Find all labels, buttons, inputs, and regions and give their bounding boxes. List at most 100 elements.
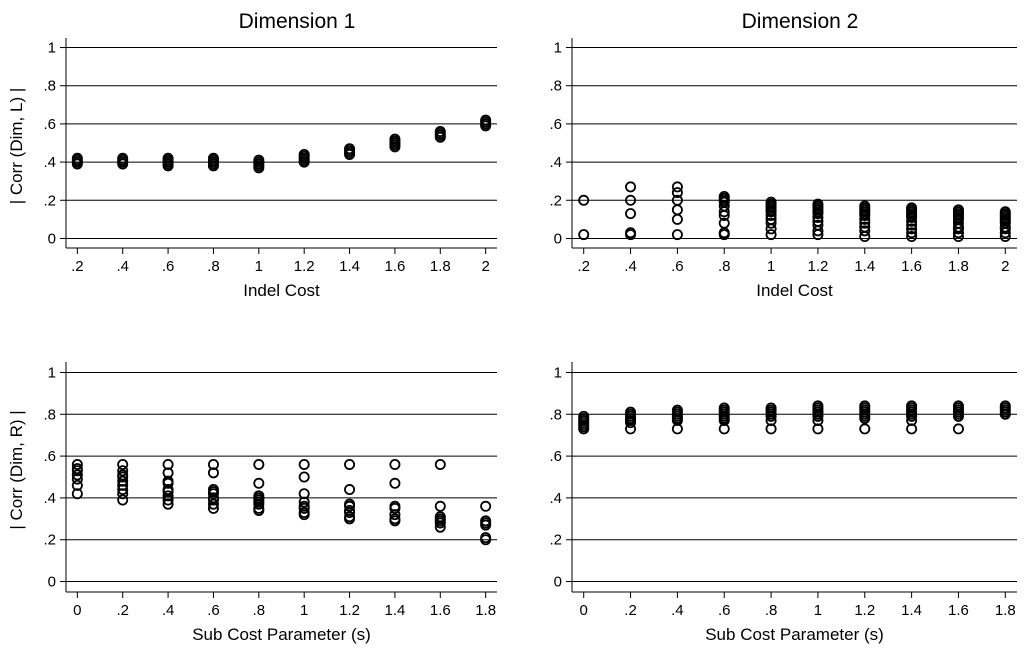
- data-point: [389, 477, 401, 489]
- data-point: [578, 229, 590, 241]
- data-point: [625, 406, 637, 418]
- data-point: [999, 206, 1011, 218]
- data-point: [952, 204, 964, 216]
- data-point: [253, 477, 265, 489]
- column-title-dimension-2: Dimension 2: [742, 10, 859, 33]
- data-point: [117, 152, 129, 164]
- data-point: [906, 223, 918, 235]
- data-point: [298, 458, 310, 470]
- x-tick-label: .6: [671, 258, 684, 275]
- data-point: [906, 400, 918, 412]
- data-point: [906, 227, 918, 239]
- y-tick-label: .4: [549, 490, 562, 507]
- x-tick-label: .8: [718, 258, 731, 275]
- data-point: [117, 494, 129, 506]
- x-tick-label: 1.4: [854, 258, 875, 275]
- y-tick-label: .4: [549, 154, 562, 171]
- x-tick-label: 1.6: [430, 602, 451, 619]
- data-point: [434, 511, 446, 523]
- data-point: [253, 490, 265, 502]
- column-title-dimension-1: Dimension 1: [239, 10, 356, 33]
- data-point: [344, 458, 356, 470]
- x-tick-label: .4: [671, 602, 684, 619]
- x-tick-label: .4: [116, 258, 129, 275]
- data-point: [952, 423, 964, 435]
- data-point: [434, 458, 446, 470]
- data-point: [671, 404, 683, 416]
- data-point: [625, 208, 637, 220]
- data-point: [812, 219, 824, 231]
- data-point: [344, 498, 356, 510]
- x-tick-label: .2: [116, 602, 129, 619]
- x-tick-label: 0: [73, 602, 81, 619]
- data-point: [859, 400, 871, 412]
- y-tick-label: .4: [43, 490, 56, 507]
- data-point: [812, 400, 824, 412]
- data-point: [207, 484, 219, 496]
- x-tick-label: 1.2: [807, 258, 828, 275]
- data-point: [298, 471, 310, 483]
- x-tick-label: 1: [814, 602, 822, 619]
- data-point: [671, 204, 683, 216]
- row-ylabel-top: | Corr (Dim, L) |: [7, 88, 26, 205]
- data-point: [298, 488, 310, 500]
- data-point: [625, 181, 637, 193]
- panel-3: 0 .2 .4 .6 .8 1 0 .2 .4 .6 .8 1 1.2 1.4 1.6 1.8 Sub Cost…: [43, 362, 497, 644]
- x-tick-label: 2: [1001, 258, 1009, 275]
- x-axis-title: Indel Cost: [243, 281, 320, 300]
- y-tick-label: 1: [48, 364, 56, 381]
- y-tick-label: .8: [43, 406, 56, 423]
- data-point: [671, 194, 683, 206]
- y-tick-label: 0: [48, 230, 56, 247]
- data-point: [671, 229, 683, 241]
- data-point: [671, 213, 683, 225]
- y-tick-label: .2: [549, 192, 562, 209]
- data-point: [117, 465, 129, 477]
- data-point: [162, 490, 174, 502]
- y-tick-label: .6: [43, 116, 56, 133]
- y-tick-label: .6: [549, 116, 562, 133]
- y-tick-label: .8: [43, 78, 56, 95]
- y-tick-label: .8: [549, 406, 562, 423]
- x-tick-label: 1: [300, 602, 308, 619]
- x-tick-label: 1.4: [339, 258, 360, 275]
- data-point: [480, 532, 492, 544]
- data-point: [389, 458, 401, 470]
- x-tick-label: .4: [162, 602, 175, 619]
- data-point: [578, 410, 590, 422]
- data-point: [162, 458, 174, 470]
- data-point: [298, 148, 310, 160]
- x-tick-label: .2: [577, 258, 590, 275]
- data-point: [906, 231, 918, 243]
- data-point: [812, 198, 824, 210]
- data-point: [765, 196, 777, 208]
- data-point: [434, 126, 446, 138]
- data-point: [859, 200, 871, 212]
- data-point: [671, 187, 683, 199]
- row-ylabel-bottom: | Corr (Dim, R) |: [7, 410, 26, 529]
- data-point: [859, 225, 871, 237]
- x-tick-label: 1.8: [995, 602, 1016, 619]
- data-point: [765, 402, 777, 414]
- x-tick-label: .6: [162, 258, 175, 275]
- y-tick-label: 0: [554, 230, 562, 247]
- x-tick-label: .8: [765, 602, 778, 619]
- data-point: [859, 423, 871, 435]
- x-tick-label: 1.4: [901, 602, 922, 619]
- x-tick-label: 1.6: [384, 258, 405, 275]
- x-tick-label: 1.2: [339, 602, 360, 619]
- data-point: [765, 229, 777, 241]
- y-tick-label: .4: [43, 154, 56, 171]
- data-point: [298, 507, 310, 519]
- x-tick-label: 1: [255, 258, 263, 275]
- data-point: [389, 133, 401, 145]
- data-point: [344, 504, 356, 516]
- x-tick-label: 1.6: [948, 602, 969, 619]
- data-point: [253, 458, 265, 470]
- y-tick-label: 1: [48, 40, 56, 57]
- x-tick-label: 1.2: [294, 258, 315, 275]
